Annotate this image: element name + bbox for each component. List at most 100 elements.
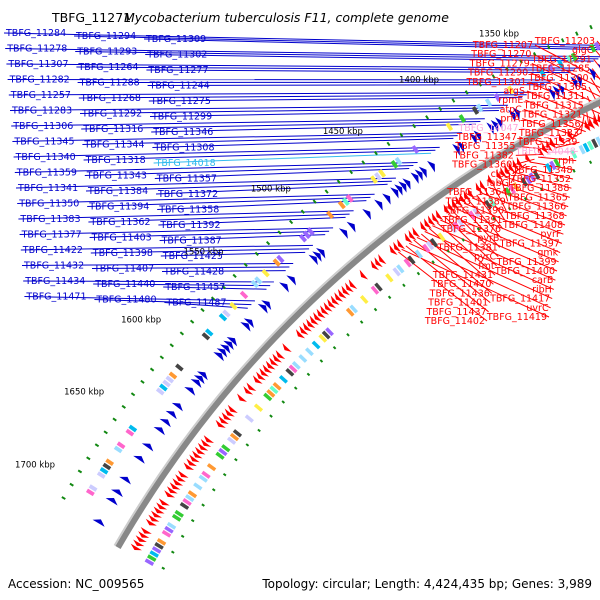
category-tile [116, 441, 126, 450]
label-connector [515, 153, 543, 156]
category-tile [484, 199, 493, 210]
category-tile [276, 254, 285, 264]
category-tile [128, 424, 138, 433]
category-tile [155, 387, 165, 396]
category-tile [306, 227, 315, 236]
category-tile [394, 156, 403, 166]
scale-label: 1350 kbp [479, 30, 519, 40]
forward-gene-arrow [588, 117, 596, 130]
reverse-gene-arrow [547, 88, 556, 101]
reverse-gene-arrow [338, 228, 348, 239]
forward-gene-arrow [512, 159, 520, 171]
gc-tick [201, 503, 205, 507]
label-connector [492, 184, 507, 211]
gene-label: fmt [478, 261, 495, 272]
gc-tick [451, 98, 456, 103]
gene-label: pyrF [540, 229, 561, 240]
gene-label: TBFG_11437 [425, 307, 486, 318]
gc-tick [464, 90, 469, 95]
reverse-gene-arrow [469, 133, 477, 145]
gc-tick [361, 160, 366, 165]
category-tile [263, 392, 273, 402]
gene-label: TBFG_11365 [507, 192, 568, 203]
gene-label: TBFG_11264 [77, 62, 138, 73]
reverse-gene-arrow [552, 85, 560, 99]
label-connector [76, 66, 575, 71]
reverse-gene-arrow [171, 402, 183, 412]
reverse-gene-arrow [374, 199, 383, 211]
gene-label: TBFG_11436 [429, 288, 490, 299]
gene-label: atpC [500, 104, 523, 115]
category-tile [266, 389, 276, 398]
label-connector [81, 121, 481, 130]
reverse-gene-arrow [279, 282, 289, 293]
scale-label: 1550 kbp [183, 247, 223, 257]
category-tile [493, 93, 502, 102]
gene-label: TBFG_14047 [457, 123, 518, 134]
gene-label: TBFG_11291 [531, 54, 592, 65]
gc-tick [425, 115, 430, 120]
gc-tick [103, 430, 108, 435]
forward-gene-arrow [389, 244, 398, 256]
gene-label: TBFG_11422 [22, 245, 83, 256]
gc-tick [245, 443, 250, 447]
label-connector [510, 168, 519, 184]
forward-gene-arrow [309, 315, 319, 325]
forward-gene-arrow [295, 329, 306, 339]
label-connector [158, 216, 346, 226]
genome-ring [61, 24, 600, 570]
gene-label: TBFG_11308 [153, 143, 214, 154]
label-connector [424, 231, 555, 290]
label-connector [504, 176, 570, 198]
reverse-gene-arrow [193, 375, 205, 385]
label-connector [93, 283, 271, 287]
category-tile [547, 63, 555, 73]
label-connector [452, 210, 499, 257]
forward-gene-arrow [475, 182, 483, 194]
gene-label: TBFG_11275 [150, 96, 211, 107]
category-tile [595, 136, 600, 146]
forward-gene-arrow [537, 144, 545, 156]
reverse-gene-arrow [153, 427, 165, 436]
label-connector [152, 137, 454, 148]
reverse-gene-arrow [398, 181, 407, 193]
forward-gene-arrow [504, 164, 512, 176]
category-tile [156, 537, 167, 546]
label-connector [87, 196, 371, 207]
gene-label: TBFG_11279 [469, 58, 530, 69]
gene-label: TBFG_11390 [443, 206, 504, 217]
forward-gene-arrow [259, 367, 269, 377]
gc-tick [532, 52, 537, 57]
forward-gene-arrow [262, 364, 273, 374]
gene-label: TBFG_11394 [88, 202, 149, 213]
forward-gene-arrow [138, 531, 150, 538]
gene-label: TBFG_11285 [529, 64, 590, 75]
category-tile [168, 371, 178, 380]
gc-tick [491, 74, 496, 79]
gc-tick [492, 217, 496, 221]
gc-tick [319, 359, 324, 363]
reverse-gene-arrow [508, 109, 516, 122]
forward-gene-arrow [567, 128, 574, 141]
forward-gene-arrow [370, 260, 380, 271]
gc-tick [140, 379, 145, 384]
category-tile [302, 230, 311, 240]
forward-gene-arrow [447, 201, 456, 212]
category-tile [582, 142, 590, 153]
forward-gene-arrow [133, 539, 145, 547]
label-connector [154, 168, 410, 179]
label-connector [416, 236, 553, 300]
category-tile [512, 182, 521, 192]
gene-label: TBFG_11403 [91, 233, 152, 244]
category-tile [532, 170, 541, 180]
label-connector [73, 35, 600, 49]
gene-label: pyrC [474, 252, 497, 263]
label-connector [528, 81, 600, 115]
label-connector [444, 216, 497, 267]
gc-tick [438, 106, 443, 112]
category-tile [488, 197, 497, 207]
category-tile [392, 267, 401, 277]
gene-label: TBFG_14018 [155, 158, 216, 169]
gene-label: TBFG_11389 [445, 196, 506, 207]
